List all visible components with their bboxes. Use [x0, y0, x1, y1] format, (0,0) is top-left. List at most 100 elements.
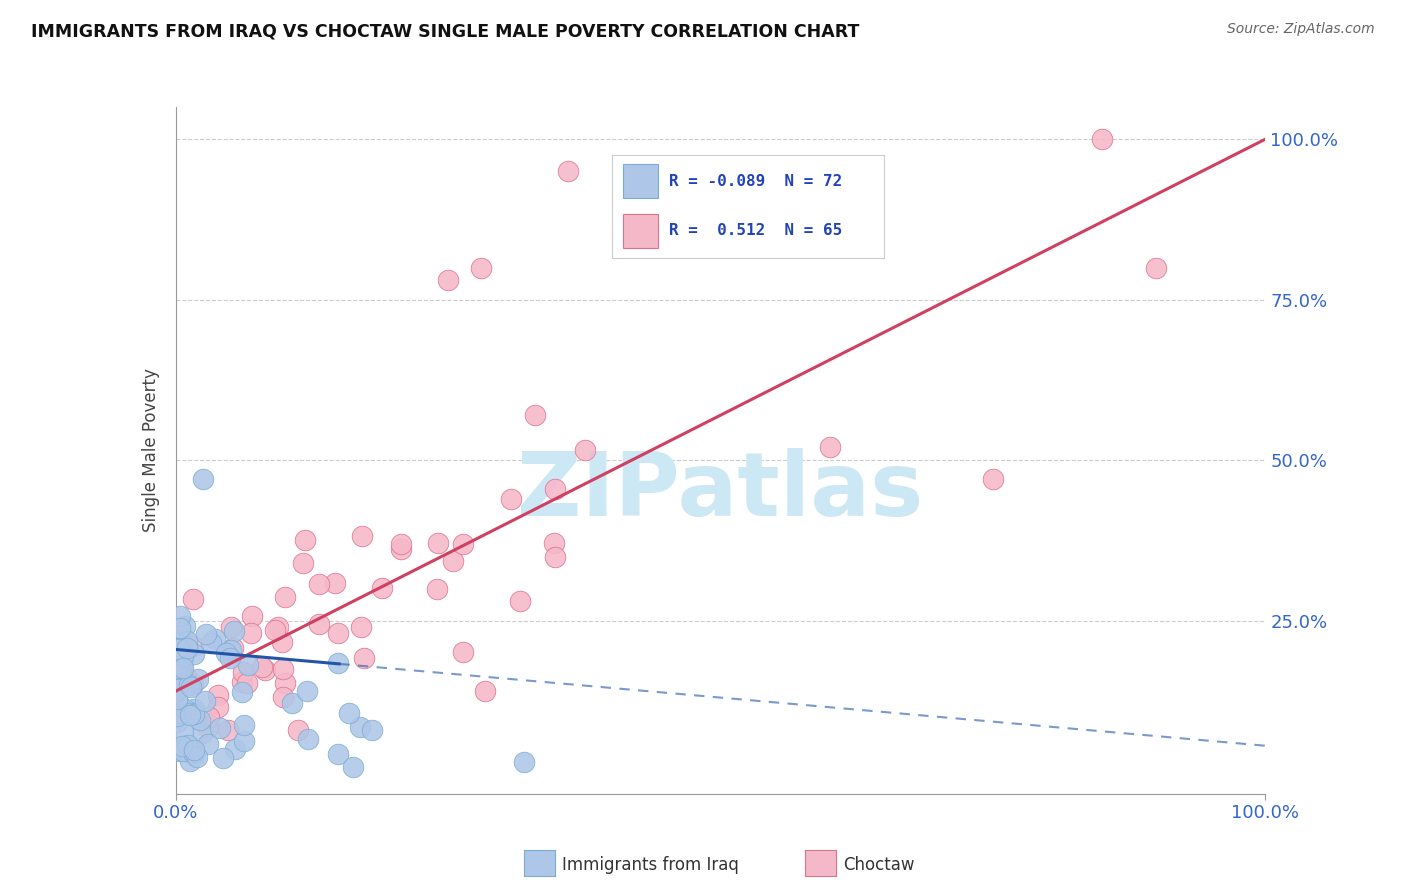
- Point: [451, 537, 474, 551]
- Point: [181, 677, 204, 691]
- Point: [524, 408, 547, 422]
- Point: [308, 616, 330, 631]
- Point: [183, 743, 205, 757]
- Point: [208, 721, 231, 735]
- Point: [443, 554, 465, 568]
- Point: [222, 624, 245, 638]
- Point: [183, 745, 205, 759]
- Point: [167, 706, 190, 721]
- Point: [294, 533, 316, 547]
- Point: [166, 691, 188, 706]
- Point: [191, 472, 214, 486]
- Point: [169, 621, 191, 635]
- Point: [169, 744, 191, 758]
- Point: [1146, 260, 1168, 275]
- Point: [981, 472, 1004, 486]
- Point: [250, 660, 273, 674]
- Point: [218, 723, 240, 737]
- Point: [287, 723, 309, 737]
- Point: [232, 665, 254, 679]
- Point: [271, 634, 294, 648]
- Point: [176, 640, 198, 655]
- Point: [574, 443, 596, 458]
- Point: [167, 640, 190, 655]
- Text: IMMIGRANTS FROM IRAQ VS CHOCTAW SINGLE MALE POVERTY CORRELATION CHART: IMMIGRANTS FROM IRAQ VS CHOCTAW SINGLE M…: [31, 22, 859, 40]
- Point: [169, 640, 191, 655]
- Point: [513, 755, 536, 769]
- Point: [470, 260, 492, 275]
- FancyBboxPatch shape: [623, 214, 658, 248]
- Point: [349, 720, 371, 734]
- Point: [186, 750, 208, 764]
- Point: [274, 591, 297, 605]
- Point: [219, 650, 242, 665]
- Point: [169, 647, 191, 661]
- Point: [389, 541, 412, 556]
- Point: [166, 714, 188, 729]
- Point: [176, 672, 198, 686]
- Point: [194, 694, 217, 708]
- Point: [426, 582, 449, 596]
- Y-axis label: Single Male Poverty: Single Male Poverty: [142, 368, 160, 533]
- Point: [350, 529, 373, 543]
- Point: [271, 690, 294, 705]
- Point: [557, 164, 579, 178]
- Point: [214, 646, 236, 660]
- Point: [183, 647, 205, 661]
- Point: [176, 738, 198, 752]
- Point: [292, 556, 315, 570]
- Point: [266, 620, 288, 634]
- Point: [273, 676, 295, 690]
- Point: [183, 702, 205, 716]
- Point: [543, 536, 565, 550]
- Point: [427, 535, 450, 549]
- Point: [211, 751, 233, 765]
- Point: [174, 618, 197, 632]
- Point: [179, 706, 201, 720]
- Text: ZIPatlas: ZIPatlas: [517, 448, 924, 535]
- Point: [818, 440, 841, 454]
- Point: [308, 577, 330, 591]
- Point: [166, 709, 188, 723]
- Point: [295, 684, 318, 698]
- Point: [474, 684, 496, 698]
- Point: [188, 714, 211, 728]
- Point: [263, 624, 285, 638]
- Point: [183, 748, 205, 763]
- Point: [172, 650, 194, 665]
- Point: [194, 627, 217, 641]
- Point: [437, 273, 460, 287]
- Point: [180, 680, 202, 694]
- Point: [170, 657, 193, 672]
- Point: [174, 676, 197, 690]
- Point: [297, 731, 319, 746]
- Point: [544, 482, 567, 496]
- Point: [169, 663, 191, 677]
- Point: [197, 720, 219, 734]
- Point: [328, 747, 350, 761]
- Point: [166, 660, 188, 674]
- Point: [187, 672, 209, 686]
- Point: [453, 645, 475, 659]
- Point: [183, 639, 205, 653]
- Point: [204, 632, 226, 647]
- Point: [179, 708, 201, 723]
- Point: [172, 725, 194, 739]
- Point: [509, 594, 531, 608]
- Point: [172, 661, 194, 675]
- Point: [236, 657, 259, 672]
- Text: Source: ZipAtlas.com: Source: ZipAtlas.com: [1227, 22, 1375, 37]
- Point: [179, 754, 201, 768]
- Point: [326, 656, 349, 670]
- Point: [361, 723, 384, 737]
- Point: [240, 609, 263, 624]
- Text: Choctaw: Choctaw: [844, 856, 914, 874]
- Point: [170, 739, 193, 753]
- Point: [207, 689, 229, 703]
- Point: [350, 620, 373, 634]
- Point: [239, 626, 262, 640]
- Point: [200, 636, 222, 650]
- Point: [172, 744, 194, 758]
- Point: [169, 609, 191, 624]
- Point: [222, 640, 245, 655]
